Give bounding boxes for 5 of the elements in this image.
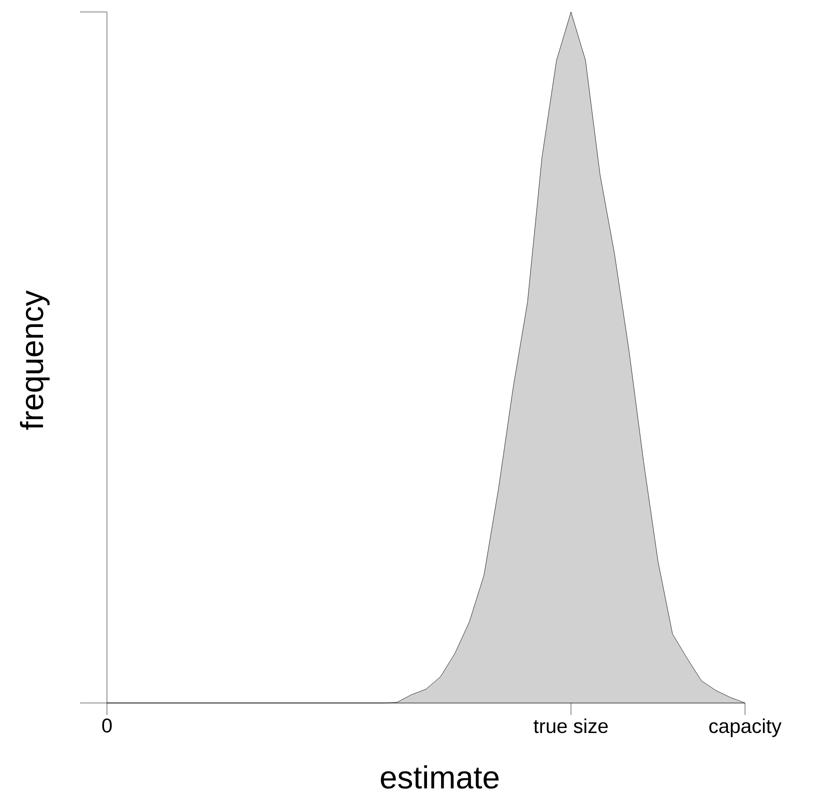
x-axis-title: estimate — [380, 765, 499, 789]
x-tick-label: capacity — [709, 718, 782, 738]
x-tick-label: 0 — [102, 718, 112, 733]
x-tick-label: true size — [534, 718, 608, 734]
y-axis-title: frequency — [20, 290, 50, 430]
